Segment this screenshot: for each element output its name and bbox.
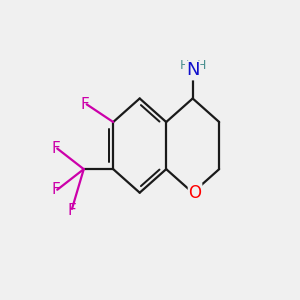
Text: N: N (186, 61, 200, 80)
Text: F: F (68, 203, 76, 218)
Text: O: O (189, 184, 202, 202)
Text: F: F (51, 182, 60, 197)
Text: H: H (196, 59, 206, 72)
Text: F: F (51, 141, 60, 156)
Text: F: F (81, 97, 90, 112)
Text: H: H (180, 59, 189, 72)
